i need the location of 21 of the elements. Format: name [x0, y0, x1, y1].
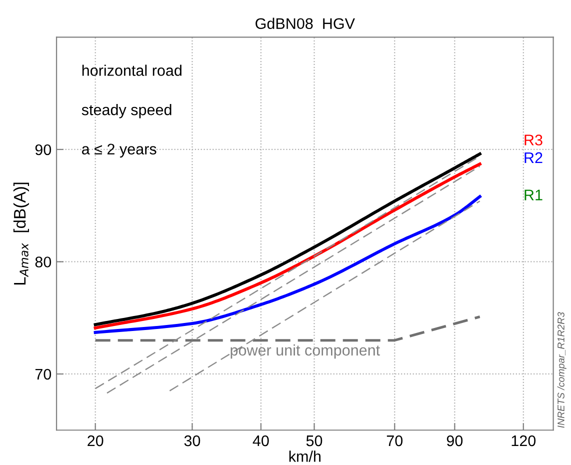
annotation: R3: [524, 134, 542, 146]
annotation: R1: [524, 190, 542, 200]
x-axis-title: km/h: [289, 450, 320, 462]
annotation: R2: [524, 152, 542, 163]
annotation: steady speed: [82, 104, 172, 118]
annotation: power unit component: [230, 344, 380, 359]
x-tick-label: 50: [306, 435, 322, 446]
y-tick-label: 80: [35, 256, 52, 268]
x-tick-label: 70: [386, 435, 403, 446]
x-tick-label: 40: [252, 435, 269, 446]
y-tick-label: 90: [35, 144, 52, 156]
x-tick-label: 20: [88, 435, 104, 446]
text: INRETS /compar_R1R2R3: [557, 312, 566, 428]
annotation: horizontal road: [82, 64, 182, 76]
x-tick-label: 120: [512, 435, 536, 446]
y-tick-label: 70: [35, 368, 52, 380]
annotation: a ≤ 2 years: [82, 144, 156, 158]
x-tick-label: 90: [446, 435, 463, 446]
chart-title: GdBN08 HGV: [256, 18, 355, 30]
x-tick-label: 30: [184, 435, 200, 446]
y-axis-title: L$_{Amax}$ [dB(A)]: [13, 182, 29, 285]
